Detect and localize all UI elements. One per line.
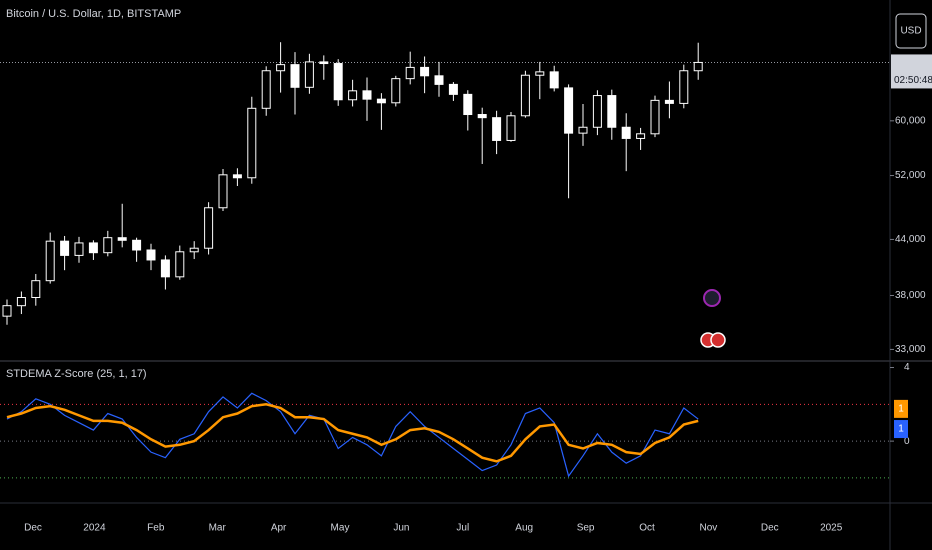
candle-body xyxy=(218,174,228,209)
candle-body xyxy=(448,83,458,95)
candle-body xyxy=(621,126,631,139)
last-value-label: 1 xyxy=(898,404,904,415)
symbol-title: Bitcoin / U.S. Dollar, 1D, BITSTAMP xyxy=(6,8,181,20)
x-tick-label: Aug xyxy=(515,523,533,534)
last-value-badge xyxy=(894,420,908,439)
candle-body xyxy=(650,99,660,135)
candle-body xyxy=(333,63,343,101)
candle-body xyxy=(247,107,257,179)
currency-button[interactable] xyxy=(895,13,927,49)
candle-body xyxy=(304,61,314,88)
x-tick-label: Apr xyxy=(271,523,287,534)
candle-body xyxy=(60,240,70,256)
y-tick-label: 38,000 xyxy=(895,290,926,301)
candle-body xyxy=(117,237,127,241)
candle-body xyxy=(290,64,300,88)
candle-body xyxy=(664,99,674,104)
candle-body xyxy=(592,95,602,128)
y-tick-label: 33,000 xyxy=(895,344,926,355)
event-icons xyxy=(700,289,726,348)
y-tick-label: 44,000 xyxy=(895,234,926,245)
x-tick-label: Mar xyxy=(209,523,227,534)
candle-body xyxy=(362,90,372,100)
x-tick-label: 2025 xyxy=(820,523,843,534)
last-value-label: 1 xyxy=(898,424,904,435)
candle-body xyxy=(189,247,199,253)
candle-body xyxy=(160,259,170,278)
candle-body xyxy=(16,297,26,307)
countdown: 02:50:48 xyxy=(894,75,932,86)
candle-body xyxy=(204,207,214,249)
candle-body xyxy=(549,71,559,89)
candle-body xyxy=(477,114,487,119)
y-tick-label: 4 xyxy=(904,362,910,373)
candle-body xyxy=(45,240,55,282)
candle-body xyxy=(434,75,444,85)
candle-body xyxy=(261,70,271,109)
candle-body xyxy=(31,280,41,299)
candle-body xyxy=(276,64,286,72)
x-tick-label: Sep xyxy=(577,523,595,534)
candle-body xyxy=(693,61,703,72)
y-tick-label: 60,000 xyxy=(895,115,926,126)
event-icon[interactable] xyxy=(710,332,726,348)
x-tick-label: Jul xyxy=(456,523,469,534)
indicator-title: STDEMA Z-Score (25, 1, 17) xyxy=(6,368,147,380)
y-tick-label: 0 xyxy=(904,436,910,447)
candle-body xyxy=(88,242,98,254)
last-value-badge xyxy=(894,399,908,418)
candle-body xyxy=(146,249,156,261)
series-line xyxy=(6,403,699,463)
candle-body xyxy=(506,115,516,141)
candle-body xyxy=(132,239,142,251)
candle-body xyxy=(492,117,502,141)
candle-body xyxy=(175,251,185,278)
x-tick-label: May xyxy=(331,523,350,534)
x-tick-label: Nov xyxy=(700,523,718,534)
x-tick-label: Dec xyxy=(24,523,42,534)
candle-body xyxy=(391,78,401,104)
candle-body xyxy=(232,174,242,179)
x-tick-label: 2024 xyxy=(83,523,106,534)
candle-body xyxy=(520,74,530,117)
series-line xyxy=(6,392,699,478)
candle-body xyxy=(535,71,545,76)
candle-body xyxy=(636,133,646,139)
currency-label[interactable]: USD xyxy=(900,26,921,37)
x-tick-label: Oct xyxy=(639,523,655,534)
event-icon[interactable] xyxy=(703,289,721,307)
candle-body xyxy=(376,98,386,104)
candle-body xyxy=(564,87,574,134)
price-tag xyxy=(891,54,932,89)
candle-body xyxy=(74,242,84,256)
candle-body xyxy=(679,70,689,104)
candle-body xyxy=(348,90,358,101)
candle-body xyxy=(2,305,12,317)
candle-body xyxy=(405,66,415,80)
candle-body xyxy=(420,66,430,77)
candle-body xyxy=(578,126,588,134)
candle-body xyxy=(103,237,113,254)
x-tick-label: Feb xyxy=(147,523,165,534)
x-tick-label: Dec xyxy=(761,523,779,534)
y-tick-label: 52,000 xyxy=(895,170,926,181)
x-tick-label: Jun xyxy=(393,523,409,534)
candle-body xyxy=(607,95,617,128)
candle-body xyxy=(463,93,473,116)
candle-body xyxy=(319,61,329,65)
